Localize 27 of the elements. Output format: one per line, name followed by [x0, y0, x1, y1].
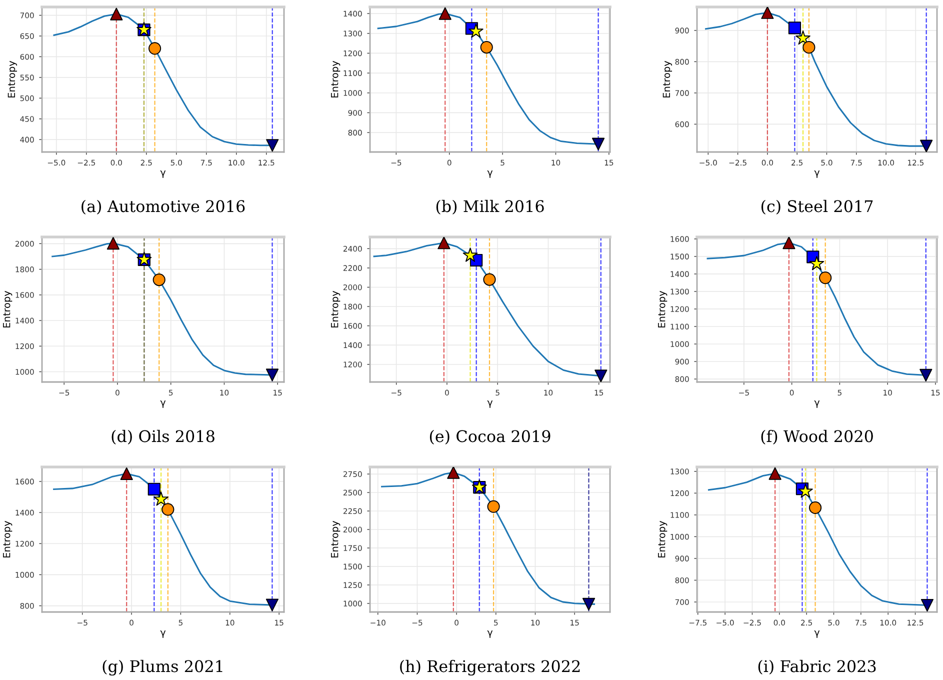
text: (a) Automotive 2016: [82, 200, 245, 214]
x-axis-title: γ: [487, 400, 493, 408]
y-axis-title: Entropy: [3, 520, 12, 558]
text: (d) Oils 2018: [112, 430, 214, 444]
text: (e) Cocoa 2019: [430, 430, 550, 444]
text: (b) Milk 2016: [436, 200, 544, 214]
text: (i) Fabric 2023: [758, 660, 876, 674]
y-axis-title: Entropy: [662, 60, 672, 98]
text: (h) Refrigerators 2022: [400, 660, 580, 676]
y-axis-title: Entropy: [331, 60, 340, 98]
text: (c) Steel 2017: [761, 200, 873, 214]
x-axis-title: γ: [487, 630, 493, 638]
x-axis-title: γ: [160, 400, 166, 408]
y-axis-title: Entropy: [658, 290, 668, 328]
y-axis-title: Entropy: [3, 290, 12, 328]
y-axis-title: Entropy: [331, 290, 340, 328]
y-axis-title: Entropy: [331, 520, 340, 558]
x-axis-title: γ: [814, 630, 820, 638]
text: (g) Plums 2021: [102, 660, 222, 676]
y-axis-title: Entropy: [658, 520, 668, 558]
x-axis-title: γ: [487, 170, 493, 178]
y-axis-title: Entropy: [8, 60, 18, 98]
x-axis-title: γ: [160, 630, 166, 638]
x-axis-title: γ: [160, 170, 166, 178]
x-axis-title: γ: [814, 170, 820, 178]
text: (f) Wood 2020: [761, 430, 873, 444]
x-axis-title: γ: [814, 400, 820, 408]
